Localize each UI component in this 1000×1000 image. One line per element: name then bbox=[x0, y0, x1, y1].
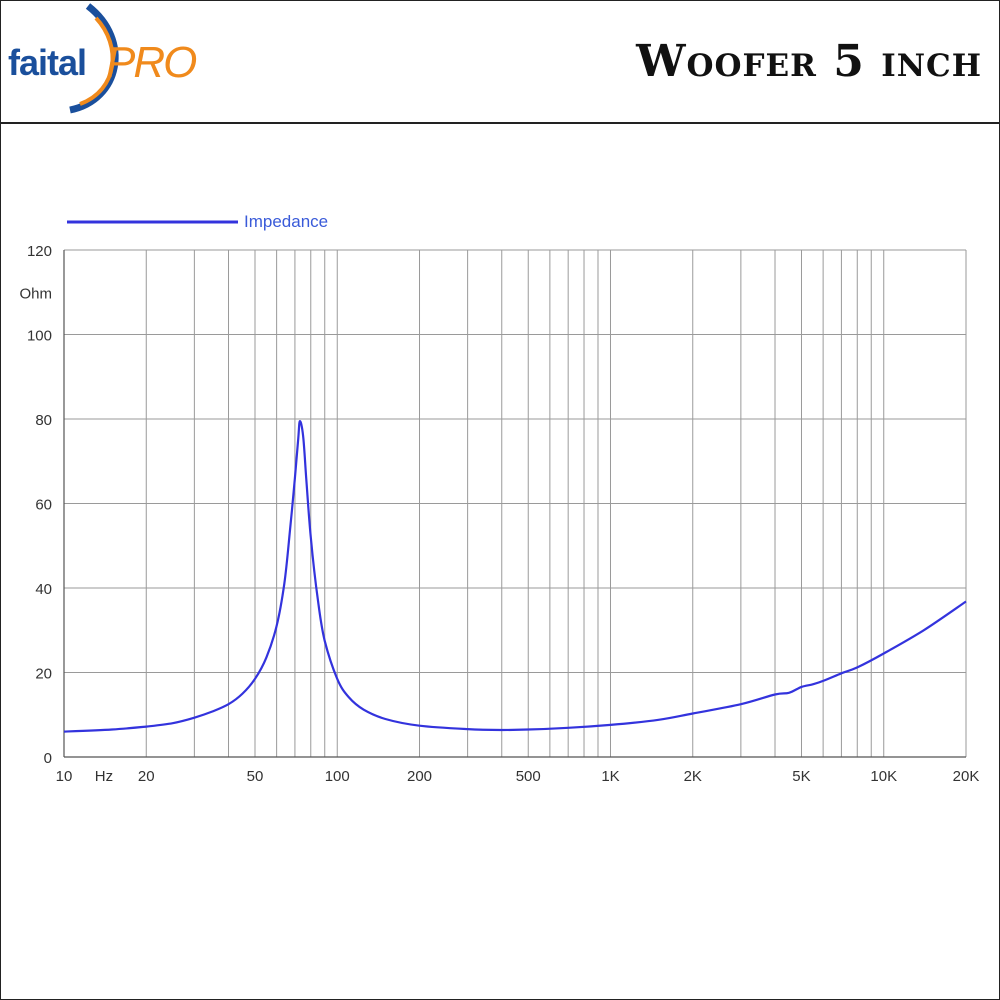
y-tick-label: 80 bbox=[35, 412, 52, 429]
y-tick-label: 20 bbox=[35, 666, 52, 683]
impedance-series-line bbox=[63, 419, 967, 733]
x-tick-label: 100 bbox=[325, 768, 350, 785]
logo-swoosh-icon bbox=[69, 3, 119, 114]
x-tick-label: 500 bbox=[516, 768, 541, 785]
chart-axes: 0 20 40 60 80 100 120 Ohm 10 20 50 100 200 500 1K 2K 5K 1… bbox=[19, 243, 979, 785]
x-axis-unit-label: Hz bbox=[95, 768, 113, 785]
x-tick-label: 2K bbox=[684, 768, 702, 785]
x-tick-label: 10 bbox=[56, 768, 73, 785]
y-tick-label: 0 bbox=[44, 750, 52, 767]
x-tick-label: 5K bbox=[792, 768, 810, 785]
y-tick-label: 120 bbox=[27, 243, 52, 260]
chart-grid bbox=[63, 249, 967, 758]
x-tick-label: 20 bbox=[138, 768, 155, 785]
logo-text: faital bbox=[8, 42, 87, 83]
x-tick-label: 20K bbox=[953, 768, 980, 785]
x-tick-label: 1K bbox=[601, 768, 619, 785]
y-tick-label: 100 bbox=[27, 328, 52, 345]
x-tick-label: 50 bbox=[247, 768, 264, 785]
chart-legend: Impedance bbox=[67, 212, 328, 231]
impedance-chart: 0 20 40 60 80 100 120 Ohm 10 20 50 100 200 500 1K 2K 5K 1… bbox=[19, 212, 979, 785]
brand-logo: faital PRO bbox=[0, 0, 200, 120]
y-tick-label: 40 bbox=[35, 581, 52, 598]
page-title: Woofer 5 inch bbox=[636, 36, 982, 87]
x-tick-label: 10K bbox=[870, 768, 897, 785]
logo-pro-text: PRO bbox=[106, 38, 197, 87]
header-divider bbox=[0, 122, 1000, 124]
y-axis-unit-label: Ohm bbox=[19, 285, 52, 302]
x-tick-label: 200 bbox=[407, 768, 432, 785]
y-tick-label: 60 bbox=[35, 497, 52, 514]
legend-label: Impedance bbox=[244, 212, 328, 231]
chart-series bbox=[63, 419, 967, 733]
